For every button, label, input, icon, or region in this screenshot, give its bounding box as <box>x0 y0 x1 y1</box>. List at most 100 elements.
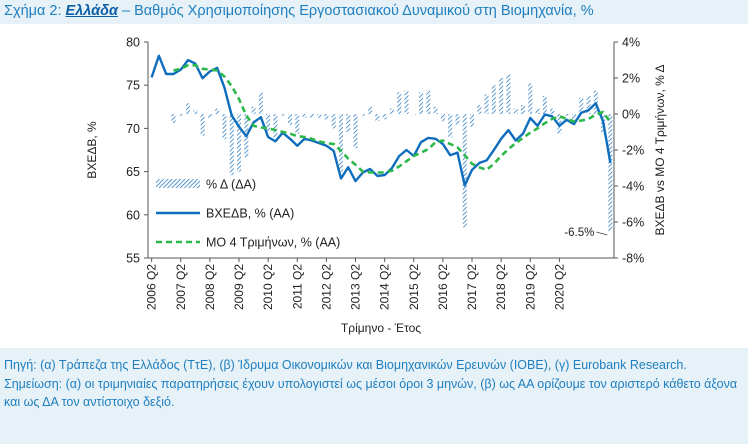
change-bar <box>426 90 431 114</box>
change-bar <box>571 114 576 120</box>
change-bar <box>186 103 191 114</box>
change-bar <box>506 74 511 114</box>
title-country-link[interactable]: Ελλάδα <box>65 3 118 19</box>
change-bar <box>462 114 467 228</box>
change-bar <box>389 108 394 114</box>
change-bar <box>193 110 198 114</box>
y-tick-label-right: -8% <box>622 252 644 266</box>
x-tick-label: 2014 Q2 <box>378 264 392 310</box>
y-tick-label-left: 70 <box>126 122 140 136</box>
change-bar <box>215 108 220 114</box>
x-tick-label: 2016 Q2 <box>436 264 450 310</box>
x-tick-label: 2020 Q2 <box>552 264 566 310</box>
change-bar <box>287 114 292 125</box>
change-bar <box>324 114 329 120</box>
y-tick-label-left: 75 <box>126 79 140 93</box>
change-bar <box>171 114 176 123</box>
change-bar <box>397 92 402 114</box>
x-tick-label: 2019 Q2 <box>523 264 537 310</box>
change-bar <box>440 114 445 122</box>
legend-label: % Δ (ΔΑ) <box>206 178 256 192</box>
change-bar <box>295 114 300 134</box>
change-bar <box>404 90 409 114</box>
axes: 55 60 65 70 75 80 -8% -6% -4% -2% 0% 2% 4% 2006 Q2 200… <box>126 36 644 311</box>
change-bar <box>331 114 336 129</box>
change-bar <box>258 92 263 114</box>
change-bar <box>200 114 205 136</box>
change-bar <box>513 108 518 114</box>
y-tick-label-right: 0% <box>622 108 640 122</box>
series-lines <box>150 54 612 187</box>
change-bar <box>586 96 591 114</box>
y-tick-label-left: 60 <box>126 208 140 222</box>
y-tick-label-left: 80 <box>126 36 140 50</box>
change-bar <box>338 114 343 172</box>
change-bar <box>280 114 285 116</box>
x-tick-label: 2006 Q2 <box>145 264 159 310</box>
y-tick-label-left: 65 <box>126 165 140 179</box>
change-bar <box>455 114 460 125</box>
capacity-utilization-chart: 55 60 65 70 75 80 -8% -6% -4% -2% 0% 2% 4% 2006 Q2 200… <box>85 36 667 336</box>
change-bar <box>178 114 183 116</box>
y-tick-label-right: 4% <box>622 36 640 50</box>
legend-swatch-bars <box>156 179 200 188</box>
change-bar <box>448 114 453 138</box>
title-rest: – Βαθμός Χρησιμοποίησης Εργοστασιακού Δυ… <box>117 3 594 19</box>
source-note: Πηγή: (α) Τράπεζα της Ελλάδος (ΤτΕ), (β)… <box>4 358 687 372</box>
change-bar <box>251 106 256 114</box>
chart-title: Σχήμα 2: Ελλάδα – Βαθμός Χρησιμοποίησης … <box>4 3 744 19</box>
change-bar <box>608 114 613 231</box>
x-tick-label: 2009 Q2 <box>232 264 246 310</box>
change-bar <box>499 78 504 114</box>
change-bar <box>484 94 489 114</box>
x-tick-label: 2007 Q2 <box>174 264 188 310</box>
chart-panel: 55 60 65 70 75 80 -8% -6% -4% -2% 0% 2% 4% 2006 Q2 200… <box>0 24 748 348</box>
change-bar <box>237 114 242 172</box>
legend: % Δ (ΔΑ) ΒΧΕΔΒ, % (ΑΑ) ΜΟ 4 Τριμήνων, % (Α… <box>156 178 340 250</box>
change-bar <box>419 92 424 114</box>
change-bar <box>346 114 351 132</box>
x-axis-title: Τρίμηνο - Έτος <box>341 321 421 335</box>
x-tick-label: 2008 Q2 <box>203 264 217 310</box>
change-bar <box>360 114 365 116</box>
x-tick-label: 2018 Q2 <box>494 264 508 310</box>
change-bar <box>579 97 584 114</box>
change-bar <box>564 114 569 116</box>
y-axis-right-title: ΒΧΕΔΒ vs ΜΟ 4 Τριμήνων, % Δ <box>653 65 667 236</box>
change-bar <box>550 108 555 114</box>
footnotes: Πηγή: (α) Τράπεζα της Ελλάδος (ΤτΕ), (β)… <box>4 356 744 412</box>
x-tick-label: 2011 Q2 <box>290 264 304 309</box>
change-bar <box>309 114 314 118</box>
change-bar <box>542 96 547 114</box>
legend-label: ΒΧΕΔΒ, % (ΑΑ) <box>206 207 294 221</box>
annotation-label: -6.5% <box>564 227 594 239</box>
change-bar <box>353 114 358 149</box>
change-bar <box>273 114 278 138</box>
moving-average-line <box>173 63 612 174</box>
change-bar <box>411 114 416 115</box>
y-tick-label-left: 55 <box>126 252 140 266</box>
change-bar <box>470 114 475 127</box>
change-bar <box>491 85 496 114</box>
annotation-leader <box>596 231 608 236</box>
change-bar <box>207 114 212 118</box>
change-bar <box>520 105 525 114</box>
x-tick-label: 2015 Q2 <box>407 264 421 310</box>
change-bar <box>382 114 387 120</box>
y-tick-label-right: 2% <box>622 72 640 86</box>
title-prefix: Σχήμα 2: <box>4 3 66 19</box>
change-bar <box>535 108 540 114</box>
y-tick-label-right: -6% <box>622 216 644 230</box>
y-tick-label-right: -4% <box>622 180 644 194</box>
change-bar <box>317 114 322 118</box>
remark-note: Σημείωση: (α) οι τριμηνιαίες παρατηρήσει… <box>4 376 738 410</box>
y-axis-left-title: ΒΧΕΔΒ, % <box>85 121 99 179</box>
change-bar <box>229 114 234 176</box>
change-bars <box>171 74 613 231</box>
x-tick-label: 2013 Q2 <box>349 264 363 310</box>
change-bar <box>477 105 482 114</box>
utilization-line <box>150 54 612 187</box>
change-bar <box>302 114 307 118</box>
change-bar <box>222 114 227 140</box>
legend-label: ΜΟ 4 Τριμήνων, % (ΑΑ) <box>206 236 340 250</box>
